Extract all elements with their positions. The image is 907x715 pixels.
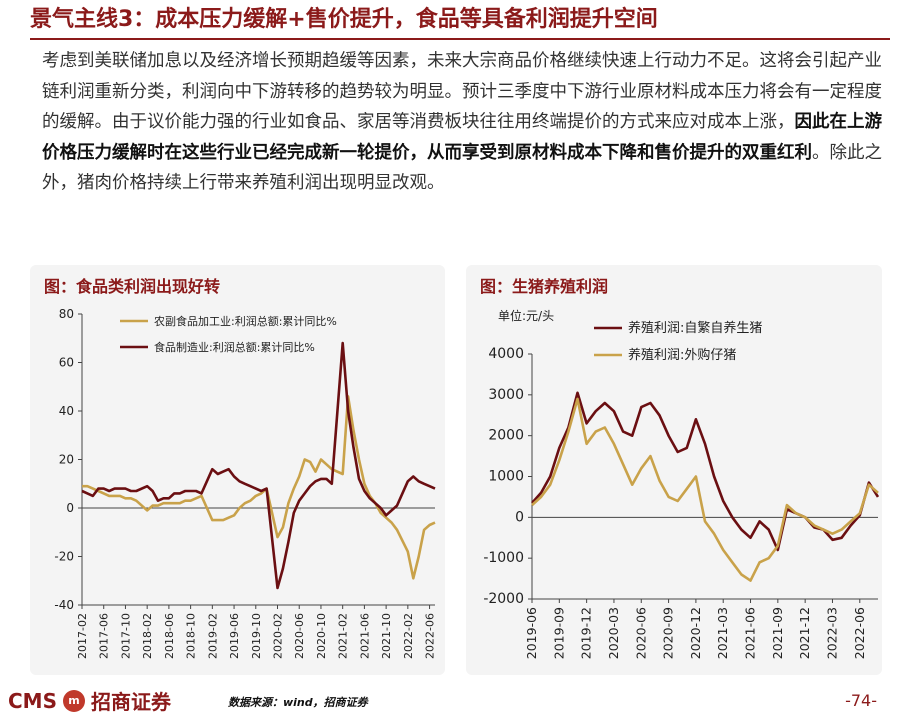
y-tick-label: -1000: [483, 550, 524, 566]
x-tick-label: 2021-09: [770, 607, 785, 659]
y-tick-label: 0: [515, 509, 524, 525]
x-tick-label: 2021-12: [797, 607, 812, 659]
cms-badge-icon: m: [62, 689, 85, 712]
y-tick-label: -40: [54, 598, 74, 612]
x-tick-label: 2019-09: [551, 607, 566, 659]
series-line-1: [531, 391, 880, 552]
left-chart-panel: 图：食品类利润出现好转 -40 -20 0 20 40 60 80 2017-02 2017-0…: [30, 265, 445, 675]
series-line-2: [81, 341, 436, 590]
y-tick-label: 60: [59, 356, 74, 370]
x-tick-label: 2017-02: [76, 613, 89, 659]
x-tick-label: 2022-06: [852, 607, 867, 659]
x-tick-label: 2020-09: [661, 607, 676, 659]
x-tick-label: 2021-10: [380, 613, 393, 659]
x-tick-label: 2020-12: [688, 607, 703, 659]
x-tick-label: 2021-03: [715, 607, 730, 659]
data-source: 数据来源：wind，招商证券: [228, 696, 368, 709]
x-tick-label: 2020-10: [315, 613, 328, 659]
x-tick-label: 2022-03: [824, 607, 839, 659]
x-tick-label: 2020-06: [633, 607, 648, 659]
y-tick-label: -20: [54, 550, 74, 564]
x-tick-label: 2020-03: [606, 607, 621, 659]
page-number: -74-: [845, 691, 877, 710]
x-tick-label: 2017-06: [98, 613, 111, 659]
right-chart-title: 图：生猪养殖利润: [480, 277, 609, 296]
body-paragraph: 考虑到美联储加息以及经济增长预期趋缓等因素，未来大宗商品价格继续快速上行动力不足…: [42, 46, 882, 199]
cms-logo-text: CMS: [8, 688, 57, 713]
x-tick-label: 2019-02: [206, 613, 219, 659]
right-chart: -2000 -1000 0 1000 2000 3000 4000 2019-06 2019-0…: [483, 308, 880, 659]
y-tick-label: 1000: [488, 469, 524, 485]
legend-label-2: 养殖利润:外购仔猪: [628, 347, 736, 363]
x-tick-label: 2018-02: [141, 613, 154, 659]
legend-label-1: 养殖利润:自繁自养生猪: [628, 320, 762, 336]
x-tick-label: 2019-06: [524, 607, 539, 659]
body-text-part-2: 。除此之外，猪肉价格持续上行带来养殖利润出现明显改观。: [42, 142, 882, 194]
title-divider: [30, 38, 890, 40]
x-tick-label: 2018-10: [185, 613, 198, 659]
y-tick-label: 40: [59, 404, 74, 418]
legend-label-1: 农副食品加工业:利润总额:累计同比%: [154, 314, 337, 328]
right-chart-panel: 图：生猪养殖利润 -2000 -1000 0 1000 2000 3000 4000 2019…: [466, 265, 882, 675]
y-tick-label: 2000: [488, 428, 524, 444]
series-line-1: [82, 395, 436, 580]
y-tick-label: 0: [66, 501, 74, 515]
x-tick-label: 2019-10: [250, 613, 263, 659]
series-line-2: [531, 397, 879, 582]
body-text-part-1: 考虑到美联储加息以及经济增长预期趋缓等因素，未来大宗商品价格继续快速上行动力不足…: [42, 51, 882, 132]
y-tick-label: 3000: [488, 387, 524, 403]
x-tick-label: 2021-02: [337, 613, 350, 659]
x-tick-label: 2020-02: [272, 613, 285, 659]
x-tick-label: 2019-06: [228, 613, 241, 659]
x-tick-label: 2022-06: [424, 613, 437, 659]
body-text-bold: 因此在上游价格压力缓解时在这些行业已经完成新一轮提价，从而享受到原材料成本下降和…: [42, 112, 882, 163]
x-tick-label: 2018-06: [163, 613, 176, 659]
page-title: 景气主线3：成本压力缓解+售价提升，食品等具备利润提升空间: [30, 7, 658, 32]
x-tick-label: 2021-06: [358, 613, 371, 659]
unit-label: 单位:元/头: [498, 308, 554, 323]
y-tick-label: -2000: [483, 591, 524, 607]
y-tick-label: 20: [59, 453, 74, 467]
x-tick-label: 2020-06: [293, 613, 306, 659]
left-chart-title: 图：食品类利润出现好转: [44, 277, 221, 296]
legend-label-2: 食品制造业:利润总额:累计同比%: [154, 340, 315, 354]
cms-logo: CMS m 招商证券: [8, 686, 171, 715]
y-tick-label: 80: [59, 307, 74, 321]
x-tick-label: 2021-06: [743, 607, 758, 659]
left-chart: -40 -20 0 20 40 60 80 2017-02 2017-06 2017-10 2018…: [54, 307, 437, 659]
x-tick-label: 2019-12: [579, 607, 594, 659]
x-tick-label: 2017-10: [119, 613, 132, 659]
x-tick-label: 2022-02: [402, 613, 415, 659]
y-tick-label: 4000: [488, 346, 524, 362]
cms-logo-cn: 招商证券: [90, 690, 171, 714]
